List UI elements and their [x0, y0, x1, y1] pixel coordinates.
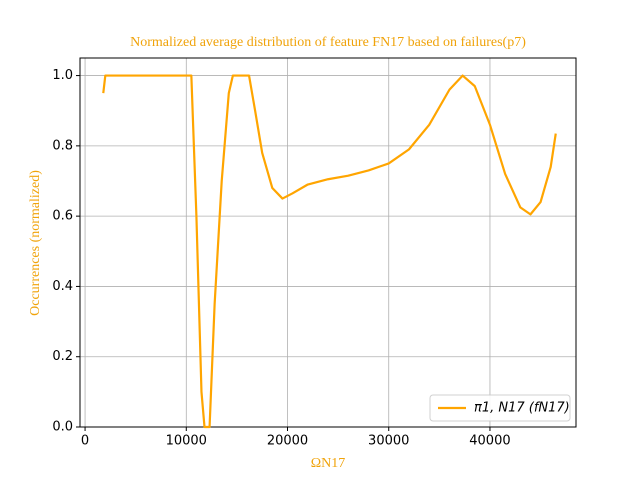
y-tick-label: 0.6 [52, 209, 73, 224]
x-tick-label: 30000 [368, 434, 409, 449]
chart-title: Normalized average distribution of featu… [130, 35, 526, 50]
y-tick-label: 0.2 [52, 349, 73, 364]
legend-label: π1, N17 (fN17) [474, 401, 570, 416]
plot-frame [79, 57, 577, 428]
y-tick-label: 0.4 [52, 279, 73, 294]
y-axis-label: Occurrences (normalized) [28, 170, 43, 316]
x-tick-label: 10000 [166, 434, 207, 449]
legend-box [429, 394, 571, 422]
y-tick-label: 0.0 [52, 420, 73, 435]
y-tick-label: 1.0 [52, 68, 73, 83]
x-tick-label: 20000 [267, 434, 308, 449]
y-tick-label: 0.8 [52, 138, 73, 153]
x-tick-label: 0 [81, 434, 89, 449]
series-line [102, 74, 557, 429]
x-tick-label: 40000 [469, 434, 510, 449]
x-axis-label: ΩN17 [311, 456, 346, 471]
